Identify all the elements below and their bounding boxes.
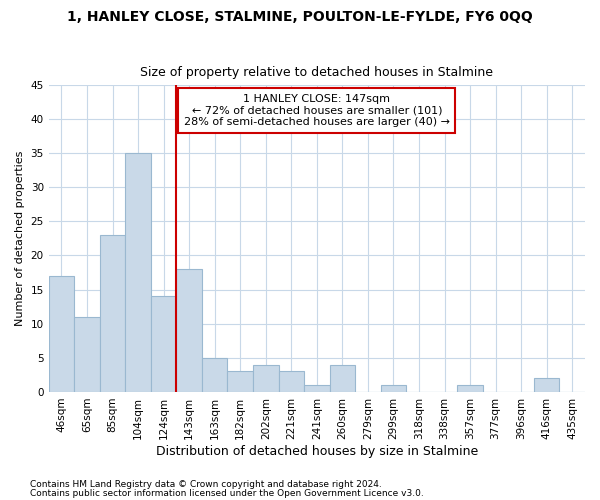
Bar bbox=[151, 296, 176, 392]
Bar bbox=[74, 317, 100, 392]
Bar bbox=[253, 364, 278, 392]
Y-axis label: Number of detached properties: Number of detached properties bbox=[15, 150, 25, 326]
Bar bbox=[176, 269, 202, 392]
Bar bbox=[100, 235, 125, 392]
Bar bbox=[380, 385, 406, 392]
Bar bbox=[227, 372, 253, 392]
Bar bbox=[202, 358, 227, 392]
Bar bbox=[329, 364, 355, 392]
Bar bbox=[304, 385, 329, 392]
Title: Size of property relative to detached houses in Stalmine: Size of property relative to detached ho… bbox=[140, 66, 493, 80]
Text: Contains public sector information licensed under the Open Government Licence v3: Contains public sector information licen… bbox=[30, 488, 424, 498]
Text: 1 HANLEY CLOSE: 147sqm
← 72% of detached houses are smaller (101)
28% of semi-de: 1 HANLEY CLOSE: 147sqm ← 72% of detached… bbox=[184, 94, 450, 127]
Bar bbox=[278, 372, 304, 392]
Bar bbox=[125, 153, 151, 392]
Text: 1, HANLEY CLOSE, STALMINE, POULTON-LE-FYLDE, FY6 0QQ: 1, HANLEY CLOSE, STALMINE, POULTON-LE-FY… bbox=[67, 10, 533, 24]
Text: Contains HM Land Registry data © Crown copyright and database right 2024.: Contains HM Land Registry data © Crown c… bbox=[30, 480, 382, 489]
Bar bbox=[534, 378, 559, 392]
Bar bbox=[49, 276, 74, 392]
Bar bbox=[457, 385, 483, 392]
X-axis label: Distribution of detached houses by size in Stalmine: Distribution of detached houses by size … bbox=[156, 444, 478, 458]
